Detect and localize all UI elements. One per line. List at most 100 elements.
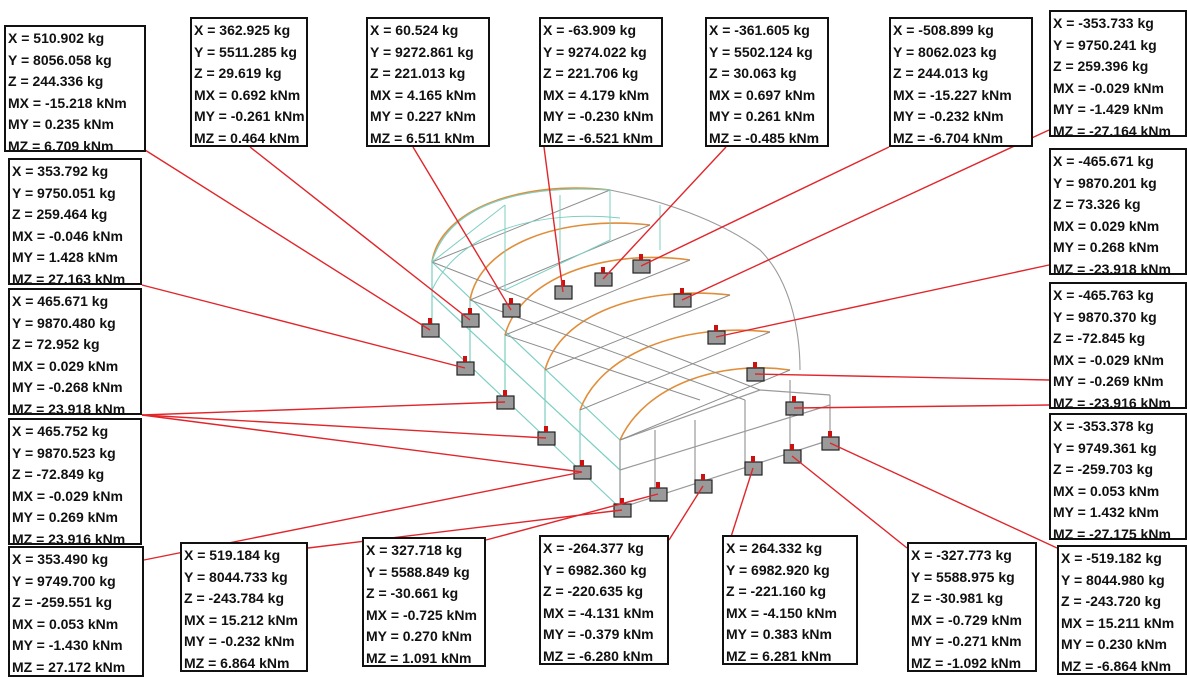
roof-arch [431, 187, 611, 263]
support-marker [656, 482, 660, 488]
reaction-value: MZ = -1.092 kNm [911, 654, 1022, 671]
reaction-value: X = 327.718 kg [366, 542, 463, 558]
reaction-value: Z = 73.326 kg [1053, 196, 1141, 212]
reaction-value: MZ = 27.163 kNm [12, 270, 126, 285]
reaction-value: MZ = 6.281 kNm [726, 647, 832, 664]
reaction-value: MY = -0.261 kNm [194, 108, 305, 124]
reaction-value: MZ = 0.464 kNm [194, 129, 300, 146]
reaction-value: Y = 9870.201 kg [1053, 174, 1157, 191]
reaction-value: Z = -243.720 kg [1061, 593, 1162, 609]
reaction-value: Y = 6982.920 kg [726, 561, 830, 578]
reaction-value: MZ = 27.172 kNm [12, 658, 126, 675]
roof-arch [469, 222, 651, 301]
support-marker [620, 498, 624, 504]
support-marker [639, 254, 643, 260]
leader-line [141, 401, 506, 416]
reaction-value: X = 510.902 kg [8, 30, 105, 46]
leader-line [681, 129, 1050, 301]
reaction-value: MX = -0.729 kNm [911, 611, 1022, 628]
leader-line [829, 442, 1058, 549]
support-node [456, 361, 475, 376]
reaction-value: Z = -243.784 kg [184, 590, 285, 606]
reaction-value: MZ = -27.175 kNm [1053, 525, 1171, 540]
reaction-box: X = -465.671 kg Y = 9870.201 kg Z = 73.326… [1049, 148, 1187, 275]
reaction-value: Y = 9750.241 kg [1053, 36, 1157, 53]
reaction-value: MX = -15.227 kNm [893, 86, 1012, 103]
reaction-value: MX = -0.046 kNm [12, 227, 123, 244]
frame-member [504, 259, 691, 336]
reaction-value: Z = -72.845 kg [1053, 330, 1146, 346]
support-marker [753, 362, 757, 368]
frame-member [579, 331, 771, 411]
reaction-value: Z = 244.013 kg [893, 65, 989, 81]
reaction-value: Y = 8044.733 kg [184, 568, 288, 585]
reaction-value: Y = 5588.975 kg [911, 568, 1015, 585]
reaction-value: X = 465.752 kg [12, 423, 109, 439]
reaction-value: MX = 0.697 kNm [709, 86, 816, 103]
leader-line [640, 146, 890, 267]
frame-member [544, 294, 731, 371]
reaction-value: MY = 0.230 kNm [1061, 636, 1167, 652]
reaction-box: X = 510.902 kg Y = 8056.058 kg Z = 244.336… [4, 25, 146, 152]
reaction-value: MY = 0.270 kNm [366, 628, 472, 644]
reaction-box: X = -465.763 kg Y = 9870.370 kg Z = -72.84… [1049, 282, 1187, 409]
frame-member [431, 204, 506, 263]
reaction-value: X = -465.763 kg [1053, 287, 1154, 303]
reaction-value: Y = 5588.849 kg [366, 563, 470, 580]
leader-line [141, 284, 466, 369]
reaction-value: X = -264.377 kg [543, 540, 644, 556]
reaction-box: X = -353.733 kg Y = 9750.241 kg Z = 259.39… [1049, 10, 1187, 137]
support-node [502, 303, 521, 318]
reaction-value: Z = 259.464 kg [12, 206, 108, 222]
leader-line [543, 146, 564, 293]
frame-member [431, 215, 621, 291]
reaction-value: MX = 0.029 kNm [12, 357, 119, 374]
reaction-value: MX = 4.179 kNm [543, 86, 650, 103]
reaction-value: MY = 0.268 kNm [1053, 239, 1159, 255]
reaction-value: MX = 0.029 kNm [1053, 217, 1160, 234]
leader-line [715, 264, 1050, 338]
reaction-value: Z = 244.336 kg [8, 73, 104, 89]
reaction-value: MY = 0.227 kNm [370, 108, 476, 124]
frame-member [619, 389, 761, 441]
reaction-value: Z = 29.619 kg [194, 65, 282, 81]
leader-lines [141, 129, 1058, 561]
reaction-value: Y = 8044.980 kg [1061, 571, 1165, 588]
support-node [594, 272, 613, 287]
reaction-box: X = 60.524 kg Y = 9272.861 kg Z = 221.013 … [366, 17, 490, 147]
reaction-value: MX = 15.211 kNm [1061, 614, 1175, 631]
reaction-value: MX = 0.053 kNm [12, 615, 119, 632]
frame-member [431, 329, 621, 509]
reaction-value: Y = 8062.023 kg [893, 43, 997, 60]
support-marker [601, 267, 605, 273]
reaction-value: Y = 8056.058 kg [8, 51, 112, 68]
reaction-value: MZ = 1.091 kNm [366, 649, 472, 666]
reaction-value: Z = 259.396 kg [1053, 58, 1149, 74]
reaction-value: X = 465.671 kg [12, 293, 109, 309]
reaction-value: MX = -0.029 kNm [1053, 79, 1164, 96]
reaction-value: MY = 0.235 kNm [8, 116, 114, 132]
reaction-value: MY = 0.269 kNm [12, 509, 118, 525]
reaction-box: X = 465.752 kg Y = 9870.523 kg Z = -72.849… [8, 418, 142, 545]
frame-member [504, 239, 611, 291]
support-marker [463, 356, 467, 362]
reaction-value: MY = -1.430 kNm [12, 637, 123, 653]
reaction-value: MZ = -6.704 kNm [893, 129, 1004, 146]
support-marker [503, 390, 507, 396]
reaction-value: X = 353.490 kg [12, 551, 109, 567]
reaction-value: X = -353.733 kg [1053, 15, 1154, 31]
reaction-box: X = 519.184 kg Y = 8044.733 kg Z = -243.78… [180, 542, 308, 672]
reaction-value: MY = -0.232 kNm [184, 633, 295, 649]
support-marker [751, 456, 755, 462]
reaction-box: X = -327.773 kg Y = 5588.975 kg Z = -30.98… [907, 542, 1037, 672]
support-marker [790, 444, 794, 450]
reaction-value: MX = -4.131 kNm [543, 604, 654, 621]
reaction-value: MZ = 23.916 kNm [12, 530, 126, 545]
reaction-value: Z = -221.160 kg [726, 583, 827, 599]
leader-line [307, 509, 623, 549]
reaction-value: MX = -15.218 kNm [8, 94, 127, 111]
leader-line [793, 404, 1050, 409]
reaction-value: MZ = -6.280 kNm [543, 647, 654, 664]
support-marker [468, 308, 472, 314]
